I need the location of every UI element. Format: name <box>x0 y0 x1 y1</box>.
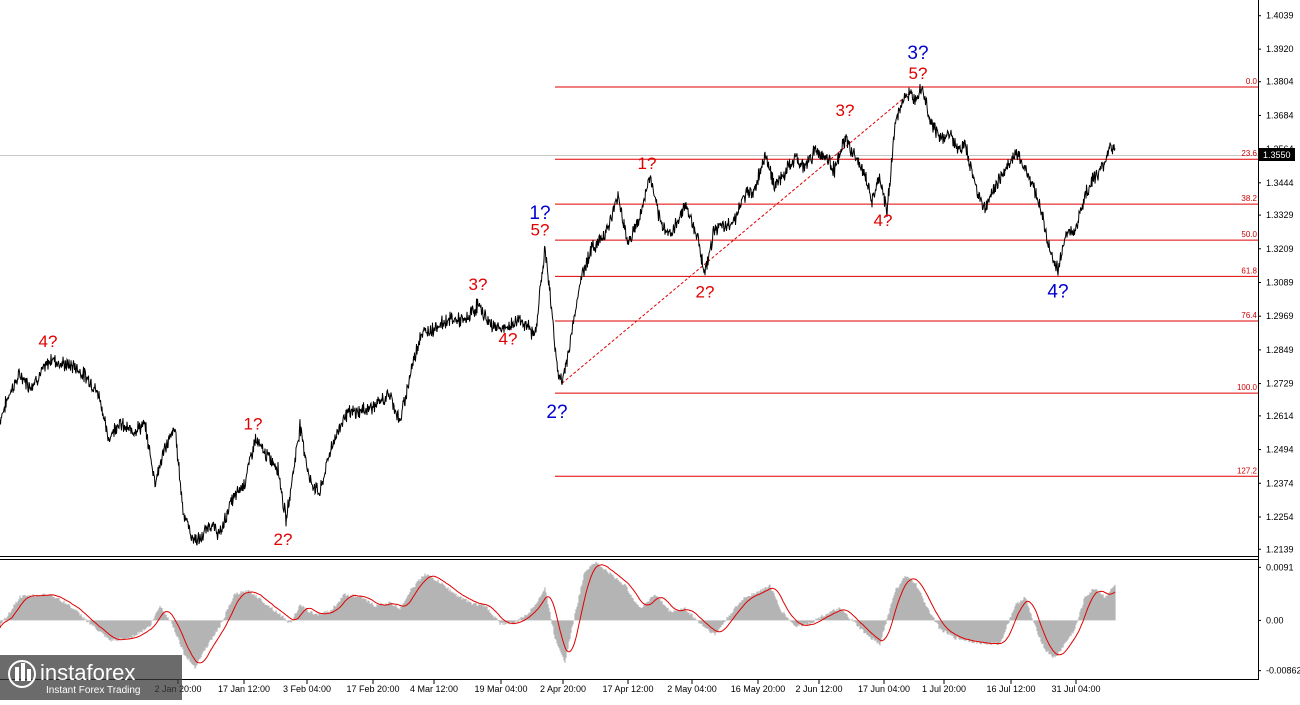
time-tick-label: 16 Jul 12:00 <box>986 684 1035 694</box>
time-tick-label: 2 May 04:00 <box>667 684 717 694</box>
instaforex-logo: instaforex Instant Forex Trading <box>0 655 182 700</box>
time-tick-label: 17 Apr 12:00 <box>602 684 653 694</box>
wave-label-red: 2? <box>696 283 715 302</box>
price-tick-label: 1.3920 <box>1266 44 1294 54</box>
price-line <box>0 83 1116 546</box>
price-tick-label: 1.2729 <box>1266 379 1294 389</box>
price-tick-label: 1.3329 <box>1266 210 1294 220</box>
price-series <box>0 83 1116 546</box>
current-price-badge: 1.3550 <box>1259 148 1295 161</box>
wave-label-red: 2? <box>274 530 293 549</box>
oscillator-signal-line <box>0 564 1116 664</box>
price-tick-label: 1.4039 <box>1266 11 1294 21</box>
wave-label-red: 3? <box>836 101 855 120</box>
logo-mark-icon <box>8 660 36 688</box>
time-tick-label: 3 Feb 04:00 <box>283 684 331 694</box>
fib-level-label: 38.2 <box>1241 194 1257 203</box>
price-tick-label: 1.3684 <box>1266 110 1294 120</box>
wave-label-red: 4? <box>39 332 58 351</box>
wave-label-red: 5? <box>909 64 928 83</box>
wave-label-blue: 2? <box>546 402 567 423</box>
oscillator-tick-label: -0.00862 <box>1266 666 1300 676</box>
price-tick-label: 1.2969 <box>1266 311 1294 321</box>
time-tick-label: 19 Mar 04:00 <box>474 684 527 694</box>
trend-line[interactable] <box>561 90 913 384</box>
price-axis: 1.40391.39201.38041.36841.35641.34441.33… <box>1258 11 1294 554</box>
fib-level-label: 0.0 <box>1246 77 1258 86</box>
oscillator-tick-label: 0.00 <box>1266 615 1284 625</box>
time-tick-label: 31 Jul 04:00 <box>1051 684 1100 694</box>
wave-label-blue: 3? <box>907 43 928 64</box>
time-tick-label: 1 Jul 20:00 <box>922 684 966 694</box>
price-tick-label: 1.2139 <box>1266 544 1294 554</box>
wave-label-red: 3? <box>469 275 488 294</box>
time-tick-label: 4 Mar 12:00 <box>410 684 458 694</box>
fib-level-label: 61.8 <box>1241 266 1257 275</box>
price-tick-label: 1.2614 <box>1266 411 1294 421</box>
wave-label-red: 1? <box>638 154 657 173</box>
oscillator-panel <box>0 561 1116 669</box>
time-tick-label: 17 Jan 12:00 <box>218 684 270 694</box>
fib-level-label: 23.6 <box>1241 149 1257 158</box>
price-tick-label: 1.2254 <box>1266 512 1294 522</box>
price-tick-label: 1.3209 <box>1266 244 1294 254</box>
oscillator-tick-label: 0.0091 <box>1266 562 1294 572</box>
wave-label-red: 5? <box>531 220 550 239</box>
wave-label-blue: 1? <box>529 203 550 224</box>
price-tick-label: 1.3804 <box>1266 77 1294 87</box>
wave-label-red: 4? <box>499 330 518 349</box>
time-tick-label: 17 Feb 20:00 <box>346 684 399 694</box>
time-tick-label: 2 Jun 12:00 <box>795 684 842 694</box>
wave-label-red: 1? <box>244 414 263 433</box>
wave-label-red: 4? <box>874 211 893 230</box>
price-tick-label: 1.2849 <box>1266 345 1294 355</box>
fib-level-label: 100.0 <box>1237 383 1258 392</box>
logo-text: instaforex <box>40 660 135 685</box>
fib-level-label: 50.0 <box>1241 230 1257 239</box>
price-tick-label: 1.3444 <box>1266 178 1294 188</box>
price-tick-label: 1.2374 <box>1266 478 1294 488</box>
fibonacci-retracement[interactable]: 0.0 23.6 38.2 50.0 61.8 76.4 100.0 127.2 <box>555 77 1258 477</box>
wave-label-blue: 4? <box>1047 282 1068 303</box>
fib-level-label: 76.4 <box>1241 311 1257 320</box>
time-tick-label: 16 May 20:00 <box>731 684 786 694</box>
logo-tagline: Instant Forex Trading <box>46 685 141 696</box>
current-price-label: 1.3550 <box>1263 150 1291 160</box>
time-tick-label: 17 Jun 04:00 <box>858 684 910 694</box>
price-tick-label: 1.2494 <box>1266 445 1294 455</box>
wave-labels: 4?1?2?3?4?5?1?2?1?2?3?4?3?5?4? <box>39 43 1069 549</box>
fib-level-label: 127.2 <box>1237 466 1258 475</box>
price-tick-label: 1.3089 <box>1266 277 1294 287</box>
oscillator-axis: 0.0091 0.00 -0.00862 <box>1258 562 1300 676</box>
oscillator-histogram <box>0 561 1116 669</box>
time-tick-label: 2 Apr 20:00 <box>540 684 586 694</box>
